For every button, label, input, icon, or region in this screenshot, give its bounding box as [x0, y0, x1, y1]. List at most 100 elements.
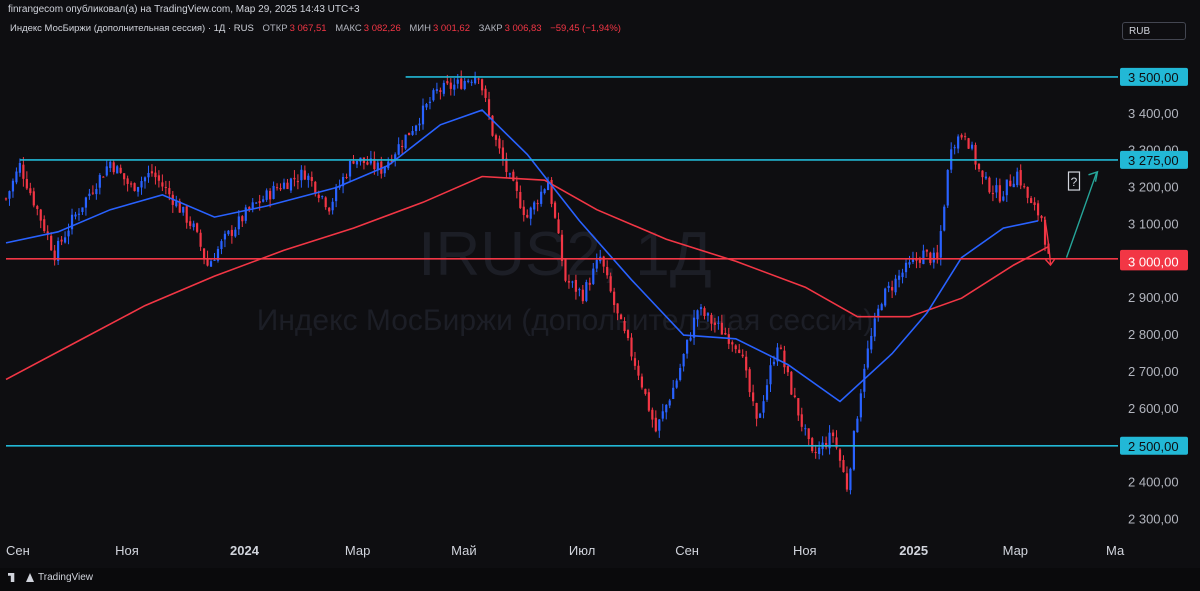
x-tick-label: Мар — [1003, 543, 1028, 558]
candle-body — [911, 258, 915, 262]
candle-body — [1019, 170, 1022, 186]
candle-body — [439, 90, 442, 92]
candle-body — [717, 322, 720, 324]
x-tick-label: Сен — [675, 543, 699, 558]
ma-slow-line — [5, 175, 1049, 381]
candle-body — [661, 411, 664, 419]
candle-body — [95, 189, 98, 195]
candle-body — [456, 79, 459, 84]
candle-body — [8, 191, 11, 199]
candle-body — [53, 250, 56, 261]
candle-body — [81, 207, 84, 212]
candle-body — [988, 177, 991, 193]
candle-body — [453, 84, 456, 90]
tradingview-logo[interactable]: TradingView — [8, 572, 93, 583]
candle-body — [341, 176, 345, 187]
candle-body — [595, 260, 598, 269]
candle-body — [98, 174, 101, 188]
candle-body — [133, 183, 136, 192]
candle-body — [88, 193, 91, 197]
candle-body — [967, 138, 970, 149]
candle-body — [925, 249, 928, 252]
candle-body — [939, 231, 942, 258]
candle-body — [793, 395, 796, 398]
candle-body — [262, 199, 265, 202]
candle-body — [974, 144, 977, 165]
candle-body — [314, 181, 317, 194]
candle-body — [807, 428, 810, 440]
question-mark: ? — [1071, 175, 1078, 189]
candle-body — [352, 161, 355, 164]
candle-body — [515, 181, 518, 191]
candle-body — [196, 223, 199, 232]
candle-body — [234, 229, 237, 237]
footer-bar: TradingView — [0, 568, 1200, 591]
candle-body — [672, 387, 675, 399]
candle-body — [790, 371, 793, 395]
candle-body — [953, 147, 956, 149]
candle-body — [206, 257, 209, 266]
level-price-tag — [1120, 436, 1188, 455]
x-tick-label: Ма — [1106, 543, 1125, 558]
candle-body — [922, 250, 925, 265]
candle-body — [977, 163, 981, 170]
candle-body — [699, 307, 703, 310]
candle-body — [828, 432, 831, 449]
candle-body — [244, 207, 247, 221]
candle-body — [296, 181, 299, 183]
candle-body — [74, 214, 77, 217]
candle-body — [873, 318, 876, 337]
candle-body — [237, 216, 240, 230]
candle-body — [467, 80, 470, 82]
candle-body — [428, 101, 432, 104]
y-tick-label: 2 700,00 — [1128, 364, 1179, 379]
candle-body — [397, 144, 400, 155]
candle-body — [609, 276, 612, 292]
candle-body — [414, 125, 418, 132]
candle-body — [540, 191, 543, 204]
candle-body — [863, 368, 866, 392]
candle-body — [192, 223, 195, 228]
candle-body — [369, 158, 372, 164]
candle-body — [835, 437, 838, 448]
candle-body — [613, 291, 616, 306]
candle-body — [272, 185, 275, 199]
x-axis[interactable]: Сен Ноя 2024 Мар Май Июл Сен Ноя 2025 Мар Ма — [6, 543, 1125, 558]
candle-body — [946, 170, 949, 206]
candle-body — [755, 402, 758, 419]
candle-body — [435, 89, 438, 91]
candle-body — [401, 145, 404, 147]
price-chart[interactable]: IRUS2, 1Д Индекс МосБиржи (дополнительна… — [0, 0, 1200, 568]
y-axis[interactable]: 2 300,00 2 400,00 2 500,00 2 600,00 2 700,00… — [1120, 67, 1188, 527]
publisher-header: finrangecom опубликовал(а) на TradingVie… — [8, 4, 360, 15]
candle-body — [470, 81, 473, 83]
y-tick-label: 2 900,00 — [1128, 290, 1179, 305]
candle-body — [703, 308, 706, 317]
candle-body — [550, 179, 553, 204]
candle-body — [480, 79, 484, 91]
legend-symbol[interactable]: Индекс МосБиржи (дополнительная сессия) … — [10, 23, 254, 34]
candle-body — [487, 99, 491, 116]
y-tick-label: 2 300,00 — [1128, 512, 1179, 527]
candle-body — [126, 178, 129, 184]
candle-body — [592, 268, 595, 284]
candle-body — [460, 78, 463, 89]
candle-body — [442, 82, 445, 94]
level-price-label: 3 500,00 — [1128, 70, 1179, 85]
candle-body — [588, 282, 591, 285]
currency-button[interactable]: RUB — [1122, 22, 1186, 40]
candle-body — [765, 385, 769, 400]
candle-body — [63, 237, 67, 243]
candle-body — [578, 289, 581, 291]
legend-close-value: 3 006,83 — [504, 23, 542, 34]
candle-body — [1036, 203, 1040, 216]
candle-body — [373, 158, 376, 170]
candle-body — [866, 348, 869, 368]
candle-body — [178, 201, 181, 213]
legend-open-value: 3 067,51 — [289, 23, 327, 34]
candle-body — [248, 207, 251, 209]
x-tick-label: Ноя — [115, 543, 139, 558]
candle-body — [557, 219, 560, 234]
candle-body — [293, 177, 296, 180]
candle-body — [897, 275, 901, 280]
